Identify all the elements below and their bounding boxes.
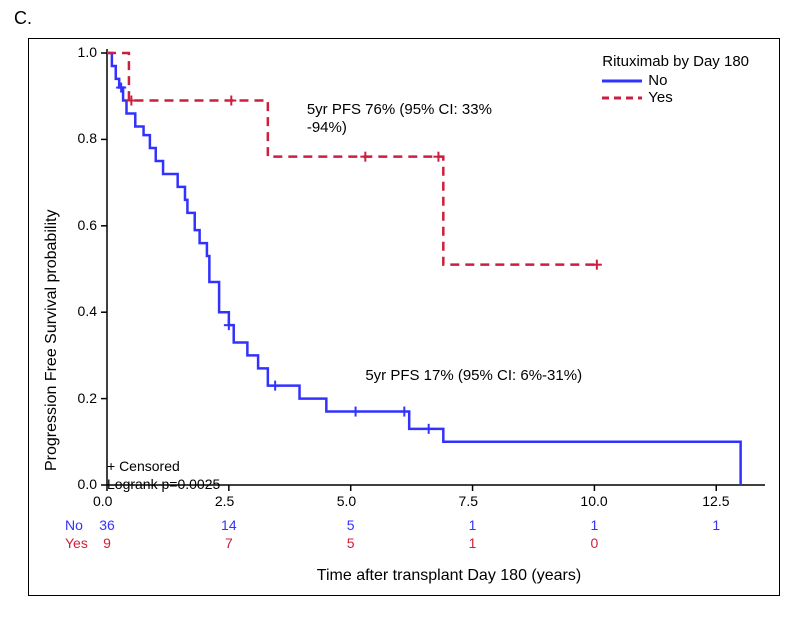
censor-mark <box>270 381 280 391</box>
risk-value: 5 <box>339 535 363 551</box>
xtick-label: 0.0 <box>93 493 112 509</box>
ytick-label: 0.4 <box>78 303 97 319</box>
panel-label: C. <box>14 8 32 29</box>
censor-mark <box>351 407 361 417</box>
censor-mark <box>360 152 370 162</box>
risk-value: 9 <box>95 535 119 551</box>
risk-value: 1 <box>461 535 485 551</box>
km-curve-yes <box>107 53 599 265</box>
ytick-label: 0.2 <box>78 390 97 406</box>
censor-mark <box>226 96 236 106</box>
risk-value: 14 <box>217 517 241 533</box>
risk-value: 1 <box>704 517 728 533</box>
risk-group-label: No <box>65 517 83 533</box>
censor-mark <box>399 407 409 417</box>
ytick-label: 0.8 <box>78 130 97 146</box>
ytick-label: 1.0 <box>78 44 97 60</box>
censor-mark <box>424 424 434 434</box>
plot-svg <box>29 39 779 595</box>
risk-value: 0 <box>582 535 606 551</box>
ytick-label: 0.6 <box>78 217 97 233</box>
risk-value: 36 <box>95 517 119 533</box>
censor-mark <box>592 260 602 270</box>
xtick-label: 12.5 <box>702 493 729 509</box>
xtick-label: 7.5 <box>459 493 478 509</box>
ytick-label: 0.0 <box>78 476 97 492</box>
km-curve-no <box>107 53 741 485</box>
xtick-label: 5.0 <box>337 493 356 509</box>
figure-page: C. Progression Free Survival probability… <box>0 0 800 642</box>
risk-group-label: Yes <box>65 535 88 551</box>
censor-mark <box>116 83 126 93</box>
risk-value: 1 <box>461 517 485 533</box>
xtick-label: 10.0 <box>580 493 607 509</box>
plot-frame: Progression Free Survival probability Ti… <box>28 38 780 596</box>
xtick-label: 2.5 <box>215 493 234 509</box>
risk-value: 5 <box>339 517 363 533</box>
censor-mark <box>224 320 234 330</box>
censor-mark <box>433 152 443 162</box>
risk-value: 1 <box>582 517 606 533</box>
risk-value: 7 <box>217 535 241 551</box>
